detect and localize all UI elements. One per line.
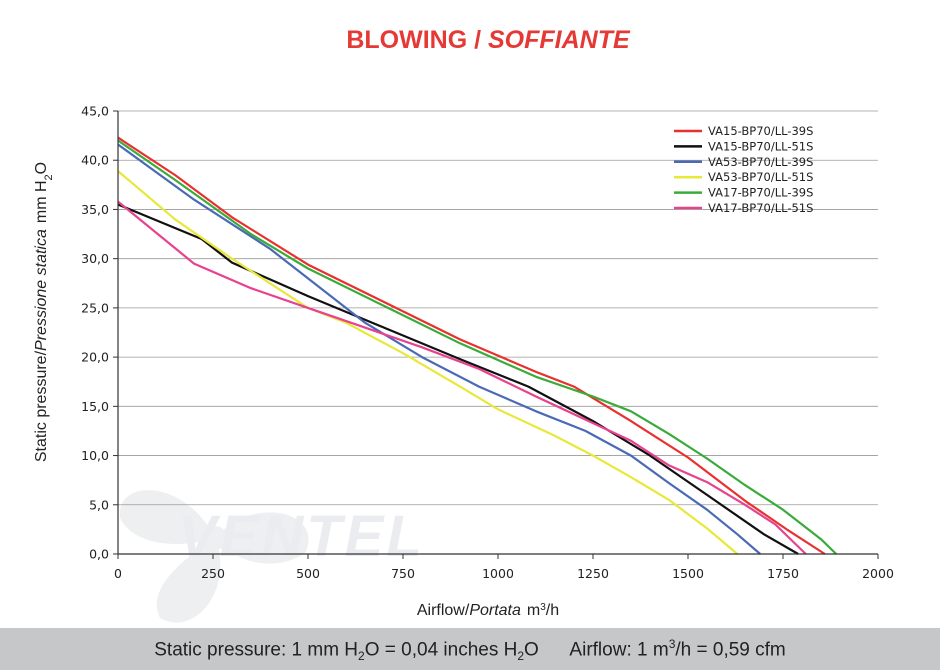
y-tick-label: 15,0 xyxy=(81,399,109,414)
y-tick-label: 10,0 xyxy=(81,448,109,463)
chart: VENTEL BLOWING / SOFFIANTE 0,0 5,0 10,0 15,… xyxy=(33,26,894,623)
x-tick-label: 1500 xyxy=(672,566,704,581)
x-tick-label: 750 xyxy=(391,566,415,581)
y-tick-label: 40,0 xyxy=(81,153,109,168)
x-tick-label: 2000 xyxy=(862,566,894,581)
y-tick-label: 5,0 xyxy=(89,497,109,512)
x-axis-label: Airflow/Portata m3/h xyxy=(417,602,559,620)
series-line xyxy=(117,136,826,555)
legend-label: VA53-BP70/LL-39S xyxy=(708,155,813,169)
legend-label: VA15-BP70/LL-51S xyxy=(708,139,813,153)
watermark-brand: VENTEL xyxy=(178,504,425,569)
conversion-note: Static pressure: 1 mm H2O = 0,04 inches … xyxy=(154,637,786,664)
ventel-watermark: VENTEL xyxy=(119,490,425,623)
fan-icon xyxy=(119,490,309,623)
axes: 0,0 5,0 10,0 15,0 20,0 25,0 30,0 35,0 40,0 45,0 0 2… xyxy=(81,104,894,582)
y-tick-label: 25,0 xyxy=(81,300,109,315)
x-tick-label: 500 xyxy=(296,566,320,581)
x-tick-label: 0 xyxy=(114,566,122,581)
series-line xyxy=(117,170,739,555)
x-tick-label: 1250 xyxy=(577,566,609,581)
series-line xyxy=(117,200,807,555)
x-tick-label: 250 xyxy=(201,566,225,581)
footer-bar xyxy=(0,628,940,670)
x-tick-label: 1750 xyxy=(767,566,799,581)
y-tick-label: 20,0 xyxy=(81,350,109,365)
y-tick-label: 45,0 xyxy=(81,104,109,119)
grid xyxy=(118,110,878,506)
legend-label: VA15-BP70/LL-39S xyxy=(708,124,813,138)
series-line xyxy=(117,143,761,555)
y-tick-label: 30,0 xyxy=(81,251,109,266)
y-tick-label: 0,0 xyxy=(89,547,109,562)
series-layer xyxy=(117,136,837,555)
x-tick-label: 1000 xyxy=(482,566,514,581)
y-axis-label: Static pressure/Pressione staticamm H2O xyxy=(33,162,55,462)
y-tick-label: 35,0 xyxy=(81,202,109,217)
series-line xyxy=(117,139,837,555)
legend-label: VA17-BP70/LL-51S xyxy=(708,201,813,215)
series-line xyxy=(117,203,799,555)
chart-title: BLOWING / SOFFIANTE xyxy=(346,26,631,54)
legend-label: VA53-BP70/LL-51S xyxy=(708,170,813,184)
legend-label: VA17-BP70/LL-39S xyxy=(708,186,813,200)
